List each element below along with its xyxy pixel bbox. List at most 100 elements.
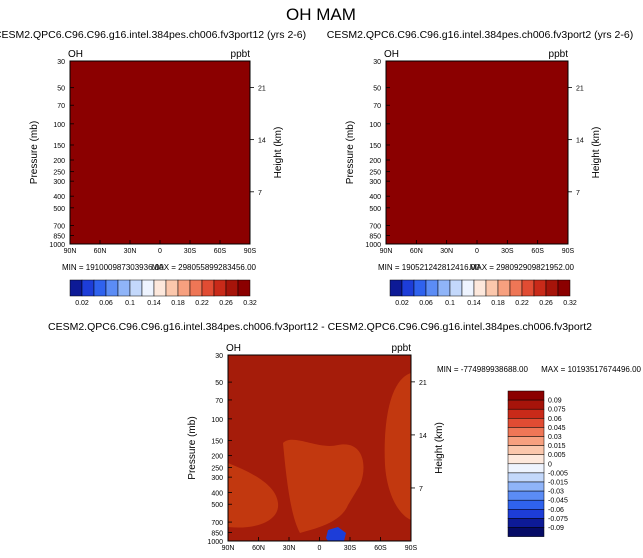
y-tick-label: 700	[211, 520, 223, 527]
colorbar-swatch	[413, 279, 427, 297]
x-tick-label: 30N	[440, 248, 453, 255]
units-label: ppbt	[231, 49, 251, 60]
y-tick-label: 50	[373, 86, 381, 93]
colorbar-label: 0.02	[75, 300, 89, 307]
colorbar-label: 0.14	[467, 300, 481, 307]
colorbar-swatch	[201, 279, 215, 297]
colorbar-swatch	[165, 279, 179, 297]
colorbar-swatch	[93, 279, 107, 297]
colorbar-label: -0.03	[548, 489, 564, 496]
y-tick-label: 50	[215, 380, 223, 387]
colorbar-label: 0.06	[419, 300, 433, 307]
colorbar-label: 0.1	[125, 300, 135, 307]
colorbar-label: 0.03	[548, 434, 562, 441]
max-label: MAX = 298092909821952.00	[470, 263, 575, 272]
panel-3: CESM2.QPC6.C96.C96.g16.intel.384pes.ch00…	[48, 321, 642, 552]
x-tick-label: 90S	[562, 248, 575, 255]
y-right-tick-label: 14	[576, 138, 584, 145]
colorbar-label: 0.06	[99, 300, 113, 307]
y-tick-label: 100	[369, 122, 381, 129]
contour-region	[283, 439, 364, 533]
colorbar-swatch	[449, 279, 463, 297]
x-tick-label: 90N	[222, 545, 235, 552]
x-tick-label: 0	[475, 248, 479, 255]
minimum-blob	[326, 527, 346, 541]
y-right-tick-label: 7	[258, 190, 262, 197]
colorbar-swatch	[389, 279, 403, 297]
colorbar-label: -0.015	[548, 480, 568, 487]
y-tick-label: 400	[211, 490, 223, 497]
panel-title: CESM2.QPC6.C96.C96.g16.intel.384pes.ch00…	[48, 321, 592, 333]
y-right-axis-title: Height (km)	[273, 127, 284, 179]
colorbar-swatch	[105, 279, 119, 297]
colorbar-swatch	[507, 481, 545, 492]
colorbar-swatch	[401, 279, 415, 297]
colorbar-swatch	[497, 279, 511, 297]
colorbar-label: 0.18	[171, 300, 185, 307]
y-tick-label: 400	[53, 194, 65, 201]
y-tick-label: 300	[369, 179, 381, 186]
x-tick-label: 0	[158, 248, 162, 255]
colorbar-swatch	[507, 399, 545, 410]
x-tick-label: 90S	[244, 248, 257, 255]
y-tick-label: 50	[57, 86, 65, 93]
colorbar-label: 0.32	[563, 300, 577, 307]
y-tick-label: 400	[369, 194, 381, 201]
y-tick-label: 150	[53, 143, 65, 150]
colorbar-label: 0.18	[491, 300, 505, 307]
y-right-tick-label: 14	[258, 138, 266, 145]
colorbar-swatch	[507, 390, 545, 401]
colorbar-swatch	[521, 279, 535, 297]
units-label: ppbt	[392, 343, 412, 354]
colorbar-label: 0.015	[548, 443, 566, 450]
colorbar-label: 0.14	[147, 300, 161, 307]
y-right-tick-label: 14	[419, 433, 427, 440]
x-tick-label: 90N	[64, 248, 77, 255]
colorbar-swatch	[129, 279, 143, 297]
y-tick-label: 700	[369, 223, 381, 230]
field-label: OH	[68, 49, 83, 60]
colorbar-diff: 0.09 0.075 0.06 0.045 0.03 0.015 0.005 0 -0.005 -…	[507, 390, 568, 537]
y-tick-label: 70	[57, 103, 65, 110]
x-tick-label: 90S	[405, 545, 418, 552]
x-tick-label: 90N	[380, 248, 393, 255]
y-axis-title: Pressure (mb)	[187, 416, 198, 479]
colorbar-swatch	[507, 445, 545, 455]
y-tick-label: 70	[373, 103, 381, 110]
colorbar-swatch	[461, 279, 475, 297]
colorbar-swatch	[507, 408, 545, 419]
y-axis-title: Pressure (mb)	[345, 121, 356, 184]
plot-area	[386, 61, 568, 244]
x-tick-label: 30N	[283, 545, 296, 552]
colorbar-swatch	[225, 279, 239, 297]
x-tick-label: 60N	[94, 248, 107, 255]
panel-title: CESM2.QPC6.C96.C96.g16.intel.384pes.ch00…	[327, 29, 633, 41]
colorbar-swatch	[507, 454, 545, 465]
x-tick-label: 30S	[184, 248, 197, 255]
colorbar-label: 0.22	[515, 300, 529, 307]
colorbar-swatch	[507, 518, 545, 528]
y-tick-label: 250	[211, 465, 223, 472]
colorbar-label: 0.005	[548, 452, 566, 459]
y-tick-label: 1000	[365, 242, 381, 249]
panel-2: CESM2.QPC6.C96.C96.g16.intel.384pes.ch00…	[327, 29, 633, 272]
max-label: MAX = 10193517674496.00	[541, 365, 641, 374]
colorbar-label: 0.1	[445, 300, 455, 307]
y-right-tick-label: 7	[576, 190, 580, 197]
plot-area	[70, 61, 250, 244]
colorbar-swatch	[507, 527, 545, 537]
colorbar-label: 0.02	[395, 300, 409, 307]
colorbar-swatch	[237, 279, 251, 297]
colorbar-label: -0.06	[548, 507, 564, 514]
colorbar-swatch	[177, 279, 191, 297]
y-right-axis-title: Height (km)	[434, 422, 445, 474]
y-tick-label: 200	[369, 158, 381, 165]
colorbar-swatch	[507, 472, 545, 483]
colorbar-swatch	[557, 279, 571, 297]
colorbar-swatch	[533, 279, 547, 297]
y-tick-label: 1000	[207, 539, 223, 546]
x-tick-label: 60S	[374, 545, 387, 552]
colorbar-label: 0.26	[539, 300, 553, 307]
y-tick-label: 300	[211, 475, 223, 482]
